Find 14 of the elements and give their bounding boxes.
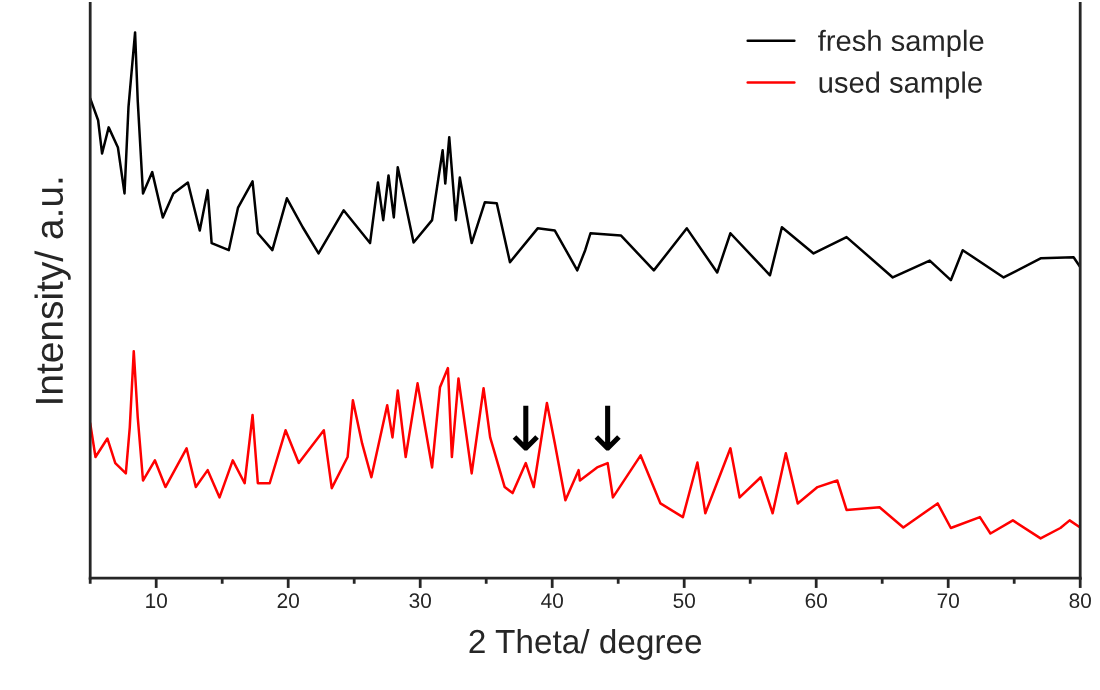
x-tick-label: 10 xyxy=(146,593,167,609)
x-tick-label: 80 xyxy=(1069,593,1091,609)
x-tick-label: 20 xyxy=(277,593,299,609)
x-tick-label: 40 xyxy=(541,593,563,609)
legend-label: used sample xyxy=(819,71,982,99)
x-tick-label: 50 xyxy=(673,593,695,609)
y-axis-title: Intensity/ a.u. xyxy=(34,178,71,403)
legend-label: fresh sample xyxy=(818,29,984,57)
annotation: ↓ xyxy=(594,405,621,451)
x-tick-label: 60 xyxy=(805,593,827,609)
annotation: ↓ xyxy=(512,405,539,451)
x-axis-title: 2 Theta/ degree xyxy=(469,628,702,660)
x-tick-label: 30 xyxy=(409,593,431,609)
x-tick-label: 70 xyxy=(937,593,959,609)
